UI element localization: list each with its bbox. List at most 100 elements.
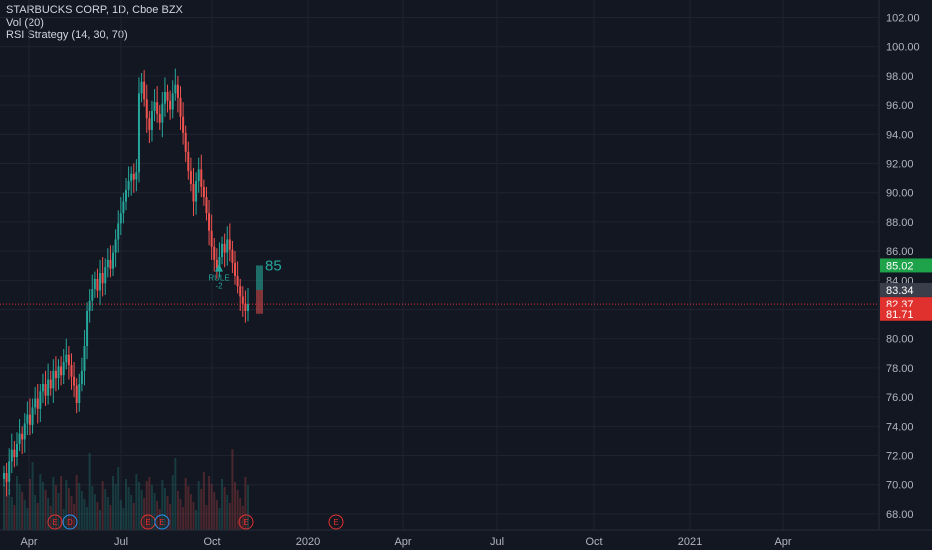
volume-bar: [117, 467, 120, 530]
volume-bar: [213, 492, 216, 530]
volume-bar: [208, 476, 211, 530]
volume-bar: [106, 497, 109, 530]
candle-body: [34, 398, 37, 408]
signal-label: RULE: [208, 274, 229, 283]
volume-bar: [73, 504, 76, 530]
y-tick-label: 96.00: [886, 100, 914, 112]
volume-bar: [197, 481, 200, 530]
candle-body: [127, 181, 130, 190]
candle-body: [135, 172, 138, 180]
volume-bar: [145, 481, 148, 530]
volume-bar: [91, 486, 94, 530]
candle-body: [49, 379, 52, 389]
y-tick-label: 86.00: [886, 246, 914, 258]
candle-body: [140, 81, 143, 94]
volume-bar: [195, 510, 198, 530]
x-tick-label: 2021: [678, 536, 702, 548]
volume-bar: [127, 487, 130, 530]
candle-body: [241, 296, 244, 304]
volume-bar: [15, 476, 18, 530]
x-tick-label: 2020: [296, 536, 320, 548]
price-tag-label: 83.34: [886, 285, 914, 297]
volume-bar: [112, 476, 115, 530]
volume-bar: [8, 489, 11, 530]
candle-body: [3, 473, 5, 479]
earnings-marker-label: E: [243, 518, 248, 527]
candle-body: [52, 370, 55, 389]
candle-body: [109, 259, 112, 269]
candle-body: [247, 304, 249, 311]
volume-bar: [39, 474, 42, 530]
candle-body: [60, 366, 63, 376]
legend-volume[interactable]: Vol (20): [6, 16, 44, 29]
volume-bar: [86, 507, 89, 530]
candle-body: [195, 181, 198, 202]
volume-bar: [140, 490, 143, 530]
candle-body: [54, 370, 57, 379]
volume-bar: [218, 508, 221, 530]
candle-body: [31, 407, 34, 425]
time-axis[interactable]: [0, 530, 932, 550]
forming-bar-up: [256, 265, 263, 290]
price-tag: [880, 282, 932, 297]
legend-symbol[interactable]: STARBUCKS CORP, 1D, Cboe BZX: [6, 4, 183, 16]
candle-body: [26, 414, 29, 424]
volume-bar: [5, 481, 8, 530]
candle-body: [91, 289, 94, 301]
candle-body: [215, 259, 218, 269]
candle-body: [189, 170, 192, 184]
candle-body: [244, 303, 247, 311]
candle-body: [44, 383, 47, 396]
candle-body: [153, 102, 156, 111]
volume-bar: [205, 505, 208, 530]
earnings-marker-label: E: [52, 518, 57, 527]
volume-bar: [57, 493, 60, 530]
candle-body: [75, 385, 78, 403]
volume-bar: [70, 496, 73, 530]
candle-body: [200, 169, 203, 187]
volume-bar: [125, 479, 127, 530]
candle-body: [228, 239, 231, 250]
volume-bar: [31, 462, 34, 530]
volume-bar: [226, 495, 229, 530]
candle-body: [88, 300, 91, 311]
x-tick-label: Apr: [394, 536, 411, 548]
candle-body: [119, 213, 122, 224]
volume-bar: [231, 449, 234, 530]
volume-bar: [184, 478, 187, 530]
volume-bar: [236, 490, 239, 530]
volume-bar: [36, 503, 39, 530]
volume-bar: [23, 500, 26, 530]
volume-bar: [223, 487, 226, 530]
volume-bar: [75, 475, 78, 530]
candle-body: [41, 383, 44, 392]
candle-body: [21, 433, 24, 440]
candle-body: [117, 223, 120, 240]
x-tick-label: Jul: [114, 536, 128, 548]
volume-bar: [179, 499, 182, 530]
volume-bar: [247, 485, 249, 530]
volume-bar: [182, 507, 185, 530]
candle-body: [171, 93, 174, 110]
candle-body: [210, 230, 213, 247]
chart-legend: STARBUCKS CORP, 1D, Cboe BZX Vol (20) RS…: [6, 4, 183, 42]
candle-body: [208, 213, 211, 231]
volume-bar: [54, 485, 57, 530]
candle-body: [143, 81, 146, 100]
candlesticks: [3, 68, 263, 497]
volume-bar: [161, 480, 164, 530]
legend-strategy[interactable]: RSI Strategy (14, 30, 70): [6, 29, 128, 41]
earnings-marker-label: D: [67, 518, 73, 527]
x-tick-label: Oct: [203, 536, 220, 548]
price-tag-label: 81.71: [886, 309, 914, 321]
volume-bar: [189, 494, 192, 530]
candle-body: [197, 169, 200, 182]
y-tick-label: 78.00: [886, 363, 914, 375]
candle-body: [125, 189, 127, 202]
earnings-marker-icon: [154, 514, 170, 530]
volume-bar: [239, 498, 242, 530]
volume-bar: [244, 477, 247, 530]
